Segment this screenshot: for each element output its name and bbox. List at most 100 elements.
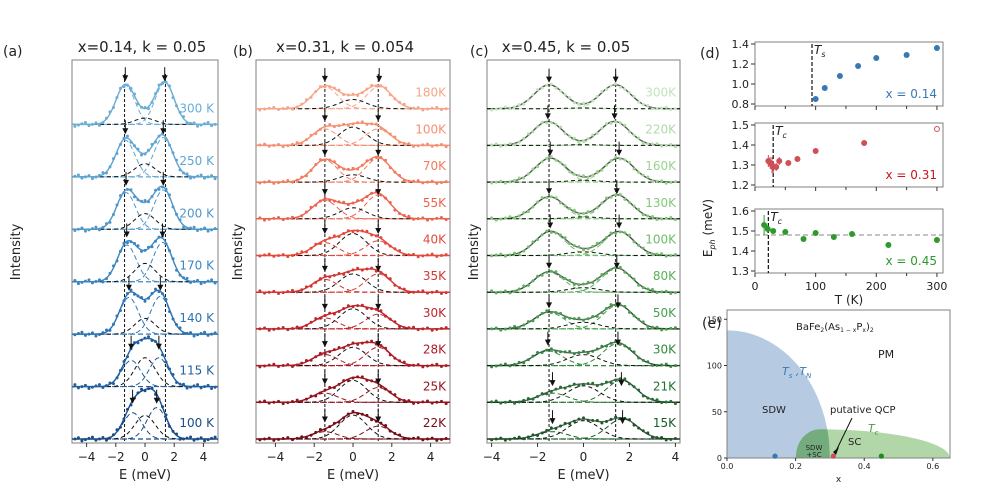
- data-point: [559, 201, 563, 205]
- data-point: [281, 402, 285, 406]
- data-point: [206, 438, 210, 442]
- data-point: [182, 115, 186, 119]
- x-tick-label: 0: [580, 450, 588, 464]
- temperature-label: 30K: [653, 343, 677, 357]
- data-point: [290, 215, 294, 219]
- data-point: [94, 334, 98, 338]
- data-point: [435, 400, 439, 404]
- data-point: [637, 283, 641, 287]
- data-point: [586, 176, 590, 180]
- data-point: [258, 254, 262, 258]
- data-point: [549, 269, 553, 273]
- data-point: [664, 105, 668, 109]
- data-point: [559, 424, 563, 428]
- data-point: [503, 327, 507, 331]
- data-point: [416, 179, 420, 183]
- data-point: [272, 400, 276, 404]
- x-tick-label: 0: [141, 450, 149, 464]
- data-point: [522, 437, 526, 441]
- data-point: [664, 400, 668, 404]
- data-point: [591, 281, 595, 285]
- data-point: [421, 365, 425, 369]
- data-point: [196, 383, 200, 387]
- data-point: [281, 326, 285, 330]
- data-point: [508, 291, 512, 295]
- data-point: [490, 438, 494, 442]
- data-point: [416, 363, 420, 367]
- x-tick-label: 300: [926, 280, 947, 293]
- data-point: [346, 270, 350, 274]
- data-point: [328, 123, 332, 127]
- data-point: [337, 234, 341, 238]
- data-point: [600, 89, 604, 93]
- data-point: [641, 429, 645, 433]
- data-point: [646, 103, 650, 107]
- data-point: [175, 268, 179, 272]
- data-point: [125, 407, 129, 411]
- data-point: [304, 98, 308, 102]
- arrow-head-icon: [160, 179, 167, 186]
- data-point: [73, 383, 77, 387]
- data-point: [545, 121, 549, 125]
- data-point: [531, 167, 535, 171]
- data-point: [508, 107, 512, 111]
- data-point: [203, 280, 207, 284]
- data-point: [641, 213, 645, 217]
- data-point: [365, 195, 369, 199]
- data-point: [337, 345, 341, 349]
- data-point: [87, 332, 91, 336]
- data-point: [300, 250, 304, 254]
- data-point: [388, 429, 392, 433]
- data-point: [531, 354, 535, 358]
- data-point: [328, 350, 332, 354]
- arrow-head-icon: [157, 284, 164, 291]
- data-point: [143, 105, 147, 109]
- data-point: [332, 199, 336, 203]
- data-point: [90, 122, 94, 126]
- data-point: [531, 240, 535, 244]
- data-point: [323, 85, 327, 89]
- data-point: [143, 248, 147, 252]
- data-point: [549, 347, 553, 351]
- temperature-label: 100 K: [179, 416, 215, 430]
- data-point: [439, 437, 443, 441]
- data-point: [115, 314, 119, 318]
- data-point: [673, 291, 677, 295]
- arrow-head-icon: [546, 188, 553, 195]
- peak-component-right: [256, 194, 450, 220]
- data-point: [572, 244, 576, 248]
- data-point: [444, 180, 448, 184]
- data-point: [614, 155, 618, 159]
- data-point: [342, 307, 346, 311]
- data-point: [582, 282, 585, 286]
- data-point: [332, 273, 336, 277]
- data-point: [90, 281, 94, 285]
- data-point: [213, 177, 217, 181]
- data-point: [83, 438, 87, 442]
- data-point: [545, 348, 549, 352]
- data-point: [536, 434, 540, 438]
- data-point: [374, 84, 378, 88]
- data-point: [559, 161, 563, 165]
- data-point: [323, 196, 327, 200]
- data-point: [203, 122, 207, 126]
- data-point: [139, 199, 143, 203]
- x-tick-label: 0.4: [858, 462, 871, 471]
- data-point: [508, 142, 512, 146]
- data-point: [618, 342, 622, 346]
- data-point: [290, 107, 294, 111]
- spectrum-220K: 220K: [487, 105, 680, 149]
- arrow-head-icon: [123, 179, 130, 186]
- data-point: [430, 436, 434, 440]
- peak-component-right: [487, 343, 680, 367]
- arrow-head-icon: [611, 113, 618, 120]
- data-point: [129, 240, 133, 244]
- data-point: [168, 143, 172, 147]
- data-point: [435, 105, 439, 109]
- data-point: [490, 181, 494, 185]
- data-point: [568, 96, 572, 100]
- temperature-label: 160K: [645, 159, 677, 173]
- data-point: [646, 396, 650, 400]
- temperature-label: 170 K: [179, 259, 215, 273]
- data-point: [430, 144, 434, 148]
